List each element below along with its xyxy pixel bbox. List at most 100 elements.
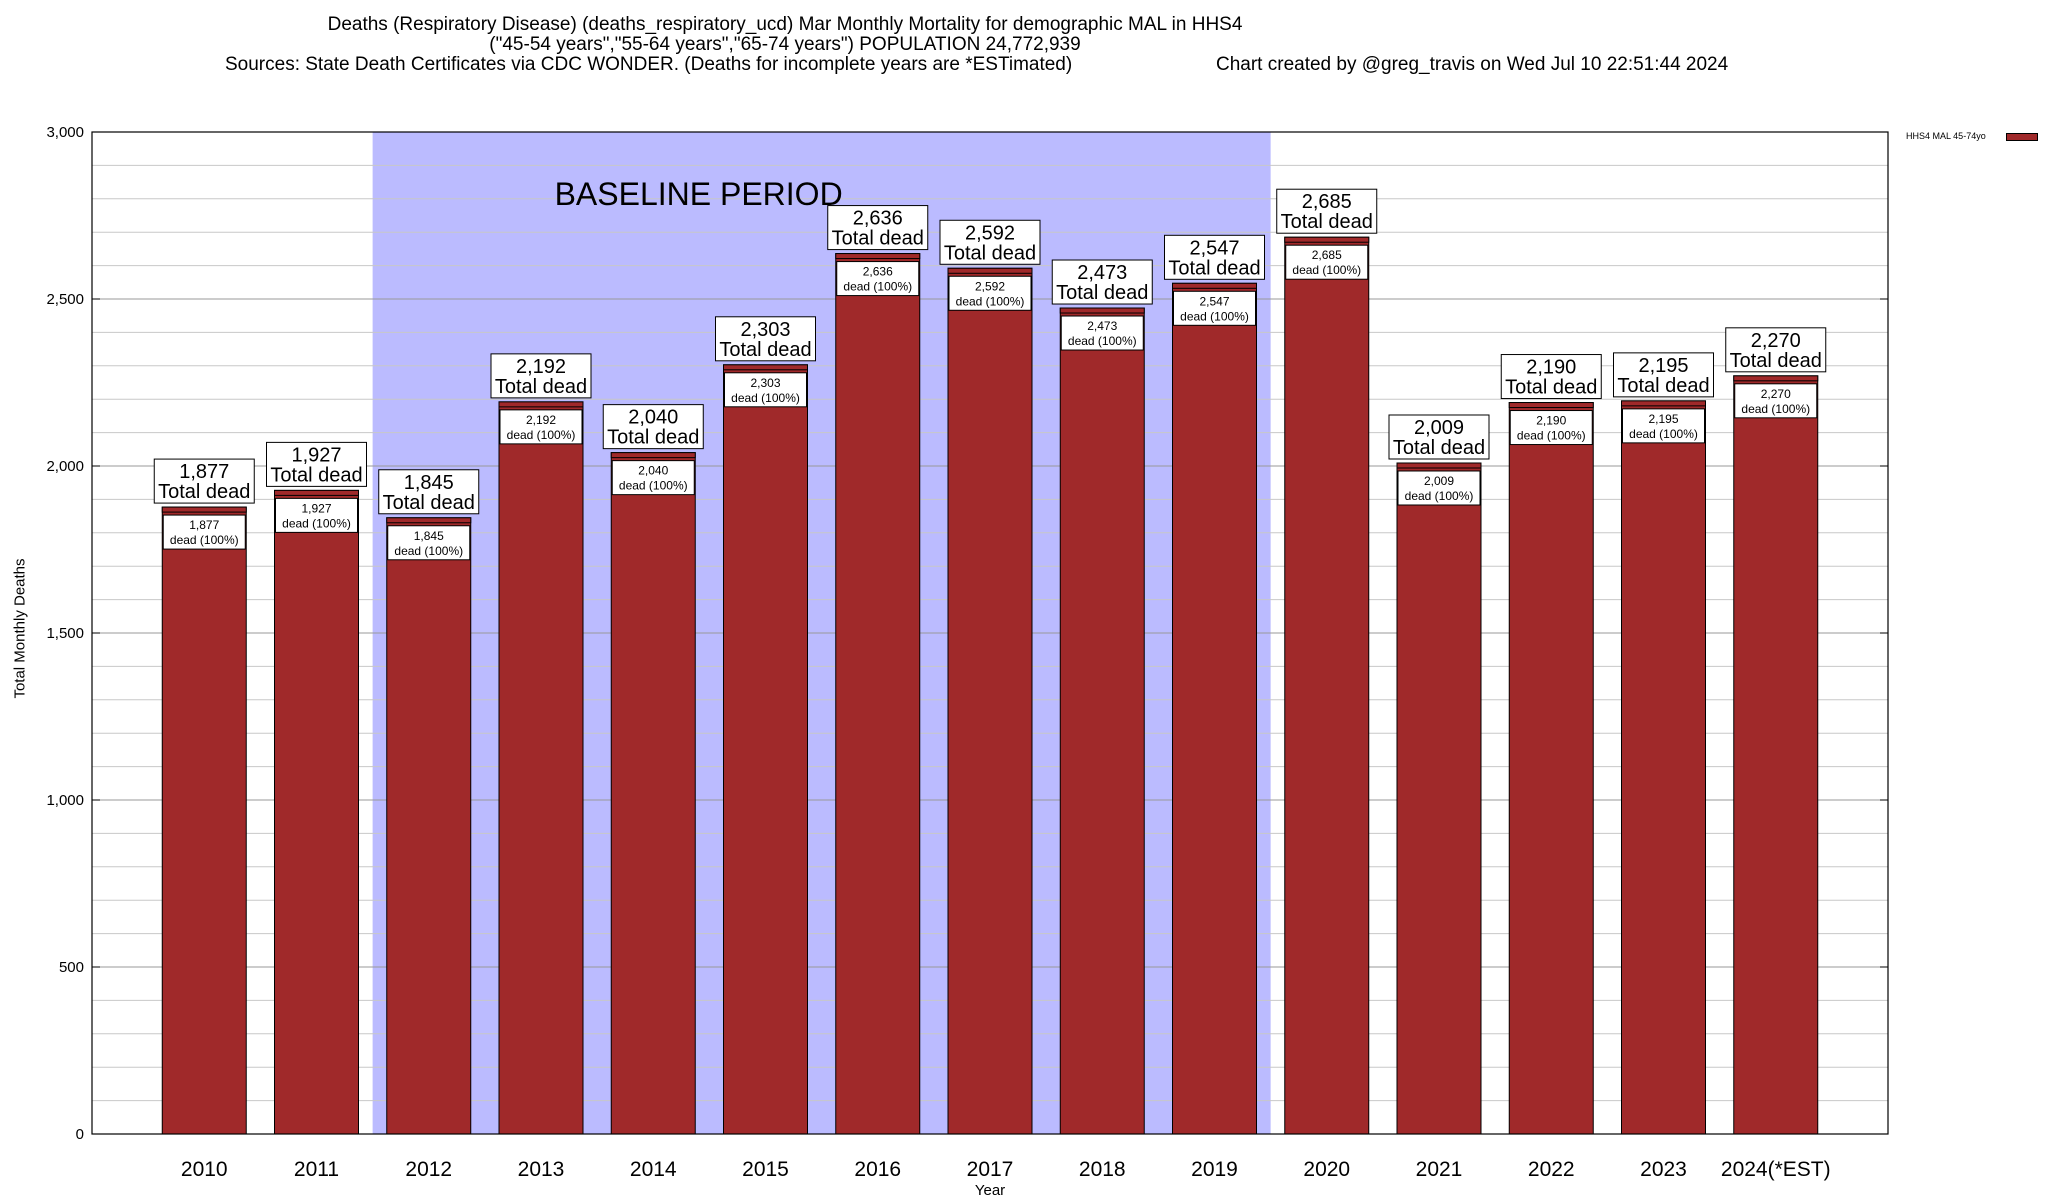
outer-total-label: Total dead (1393, 437, 1485, 459)
outer-label-box (715, 316, 816, 362)
x-tick-label: 2016 (854, 1158, 901, 1181)
outer-value-label: 2,685 (1302, 191, 1352, 213)
x-tick-label: 2014 (630, 1158, 677, 1181)
bar-cap (835, 253, 921, 260)
outer-total-label: Total dead (607, 427, 699, 449)
inner-dead-label: dead (100%) (1068, 334, 1137, 348)
inner-label-box (1285, 244, 1369, 280)
bar (161, 506, 247, 1135)
outer-label-box (266, 441, 367, 487)
outer-label-box (827, 205, 929, 251)
outer-value-label: 2,040 (628, 407, 678, 429)
outer-label-box (939, 219, 1041, 265)
bar-cap (498, 401, 584, 408)
bar (386, 517, 472, 1135)
outer-value-label: 2,195 (1638, 355, 1688, 377)
y-tick-label: 3,000 (46, 124, 84, 141)
outer-total-label: Total dead (944, 242, 1036, 264)
bar-cap (274, 489, 359, 496)
bar (835, 253, 921, 1135)
bar (498, 401, 584, 1135)
chart-credit: Chart created by @greg_travis on Wed Jul… (1216, 54, 1729, 75)
outer-total-label: Total dead (1056, 282, 1148, 304)
inner-value-label: 2,592 (975, 279, 1005, 293)
x-tick-label: 2022 (1528, 1158, 1575, 1181)
outer-total-label: Total dead (719, 339, 811, 361)
inner-label-box (611, 460, 695, 496)
bar-cap (386, 517, 472, 524)
inner-label-box (1173, 290, 1256, 326)
outer-label-box (1051, 259, 1153, 305)
x-tick-label: 2017 (967, 1158, 1014, 1181)
outer-value-label: 2,303 (740, 319, 790, 341)
x-tick-label: 2019 (1191, 1158, 1238, 1181)
inner-label-box (387, 525, 471, 561)
outer-total-label: Total dead (158, 481, 250, 503)
inner-dead-label: dead (100%) (1292, 263, 1361, 277)
y-tick-label: 1,500 (46, 625, 84, 642)
outer-total-label: Total dead (270, 464, 362, 486)
bar-cap (1284, 236, 1370, 243)
legend-swatch (2006, 133, 2038, 141)
inner-value-label: 2,190 (1536, 414, 1566, 428)
y-tick-label: 2,500 (46, 291, 84, 308)
inner-dead-label: dead (100%) (1180, 309, 1249, 323)
outer-value-label: 1,927 (291, 444, 341, 466)
inner-label-box (948, 275, 1032, 311)
y-tick-label: 500 (59, 959, 84, 976)
inner-label-box (1397, 470, 1481, 506)
inner-value-label: 2,040 (638, 464, 668, 478)
outer-label-box (1613, 352, 1714, 398)
x-axis-label: Year (974, 1182, 1006, 1199)
bar-cap (610, 452, 696, 459)
inner-value-label: 2,195 (1648, 412, 1678, 426)
bar (1172, 282, 1257, 1135)
outer-value-label: 2,270 (1751, 330, 1801, 352)
bar-cap (1172, 282, 1257, 289)
inner-dead-label: dead (100%) (282, 516, 351, 530)
inner-dead-label: dead (100%) (731, 391, 800, 405)
bar (1284, 236, 1370, 1135)
chart-title-line1: Deaths (Respiratory Disease) (deaths_res… (327, 14, 1243, 35)
baseline-label: BASELINE PERIOD (555, 176, 843, 212)
inner-value-label: 2,547 (1199, 294, 1229, 308)
inner-dead-label: dead (100%) (170, 533, 239, 547)
inner-label-box (1622, 408, 1705, 444)
bar-cap (723, 364, 808, 371)
outer-label-box (1725, 327, 1827, 373)
x-tick-label: 2013 (518, 1158, 565, 1181)
bar (1059, 307, 1145, 1135)
inner-dead-label: dead (100%) (1517, 429, 1586, 443)
bar (1508, 402, 1594, 1135)
bar-cap (1733, 375, 1819, 382)
inner-label-box (499, 409, 583, 445)
chart-title-line2: ("45-54 years","55-64 years","65-74 year… (489, 34, 1081, 55)
inner-label-box (1734, 383, 1818, 419)
outer-total-label: Total dead (1730, 350, 1822, 372)
outer-value-label: 1,845 (404, 472, 454, 494)
x-tick-label: 2018 (1079, 1158, 1126, 1181)
inner-value-label: 1,877 (189, 518, 219, 532)
outer-value-label: 2,190 (1526, 357, 1576, 379)
bar (610, 452, 696, 1135)
outer-label-box (378, 469, 480, 515)
inner-value-label: 2,303 (750, 376, 780, 390)
inner-value-label: 1,927 (301, 501, 331, 515)
inner-value-label: 2,685 (1312, 248, 1342, 262)
outer-total-label: Total dead (832, 228, 924, 250)
outer-value-label: 2,192 (516, 356, 566, 378)
bar-cap (1059, 307, 1145, 314)
inner-value-label: 2,192 (526, 413, 556, 427)
outer-value-label: 1,877 (179, 461, 229, 483)
inner-value-label: 2,009 (1424, 474, 1454, 488)
outer-label-box (1388, 414, 1490, 460)
bar (1733, 375, 1819, 1135)
bar (947, 267, 1033, 1135)
outer-total-label: Total dead (1617, 375, 1709, 397)
bar (1621, 400, 1706, 1135)
bar-cap (161, 506, 247, 513)
bar (274, 489, 359, 1135)
outer-value-label: 2,592 (965, 222, 1015, 244)
inner-label-box (162, 514, 246, 550)
